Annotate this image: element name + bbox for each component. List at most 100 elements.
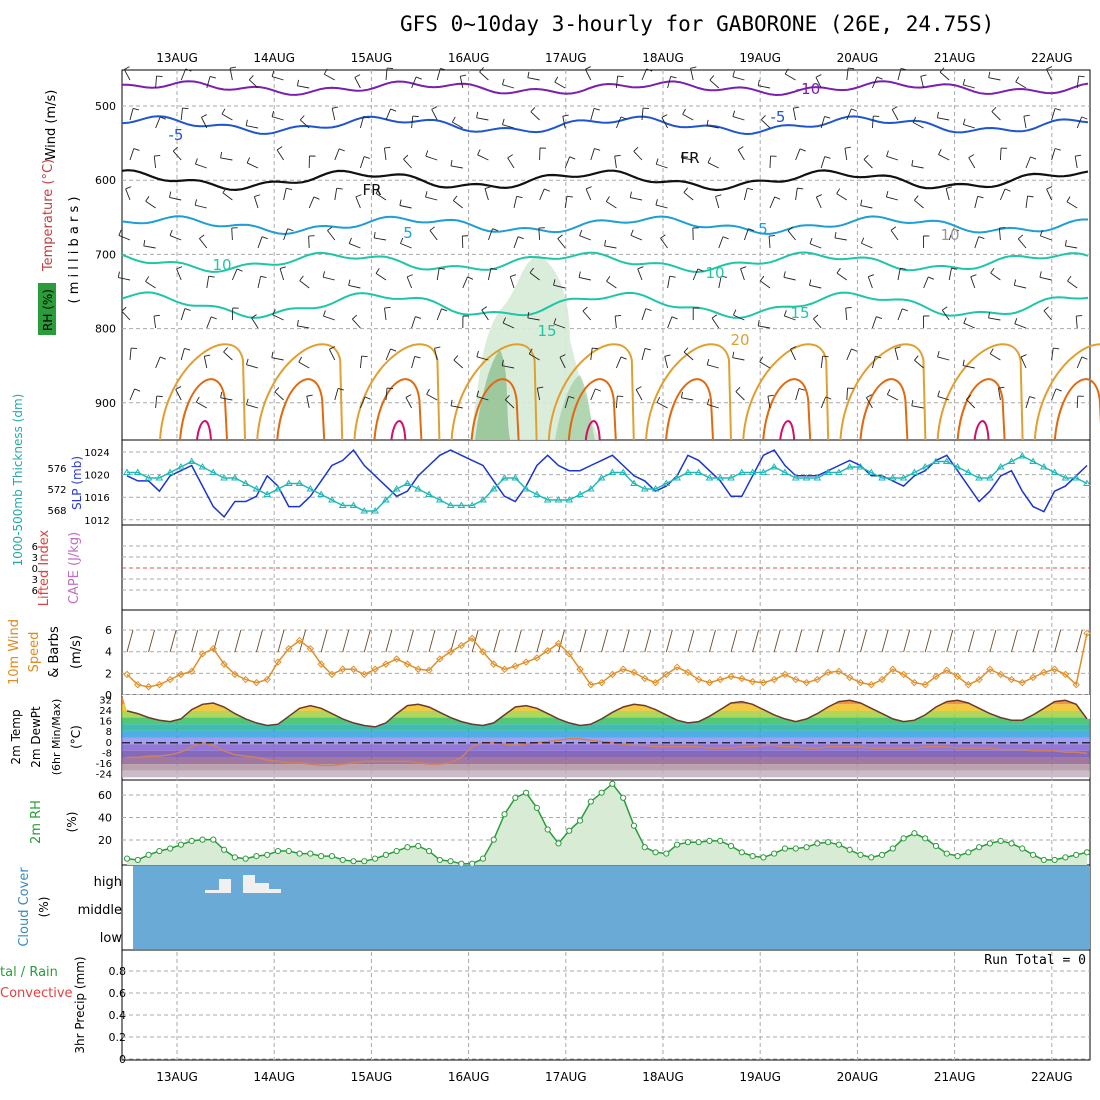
wind-barb xyxy=(590,108,595,121)
wind-barb xyxy=(615,356,622,369)
wind-barb xyxy=(989,353,1001,361)
thickness-line-point xyxy=(824,468,833,475)
wind-barb-flag xyxy=(476,390,480,397)
wind10-line-point xyxy=(727,672,735,681)
wind-barb-flag xyxy=(403,154,409,160)
wind-barb xyxy=(354,77,361,89)
wind-barb-flag xyxy=(336,187,343,190)
wind-barb xyxy=(784,73,796,81)
contour-5 xyxy=(121,215,1088,236)
wind10-barb xyxy=(989,629,997,653)
wind-barb xyxy=(502,365,515,369)
pressure-tick-label: 500 xyxy=(95,100,116,113)
contour-20 xyxy=(159,343,246,441)
wind-barb-flag xyxy=(697,268,704,272)
wind-barb-flag xyxy=(184,308,191,311)
thickness-line-point xyxy=(403,479,412,486)
wind-barb xyxy=(436,308,442,321)
temp-tick-label: -16 xyxy=(96,759,112,770)
wind10-line-point xyxy=(921,680,929,689)
wind-barb-flag xyxy=(860,237,865,244)
wind-barb xyxy=(155,396,158,409)
ylabel-precip-3: 3hr Precip (mm) xyxy=(73,956,87,1053)
wind10-line-point xyxy=(964,680,973,689)
wind-barb xyxy=(630,234,643,241)
wind-barb xyxy=(938,154,950,161)
thickness-line-point xyxy=(737,468,746,475)
thickness-line-point xyxy=(511,474,520,481)
thickness-line-point xyxy=(576,490,584,497)
thickness-line-point xyxy=(608,468,617,475)
wind-barb xyxy=(709,79,720,89)
wind-barb-flag xyxy=(387,67,394,70)
wind-barb-flag xyxy=(222,187,227,193)
rh2m-line-point xyxy=(361,858,368,865)
thickness-line-point xyxy=(673,474,681,481)
wind-barb xyxy=(359,396,366,409)
wind10-line-point xyxy=(166,675,174,684)
thickness-line-point xyxy=(155,474,164,481)
wind10-barb xyxy=(665,629,673,653)
wind-barb xyxy=(299,280,310,289)
wind10-line-point xyxy=(198,650,207,658)
wind-barb xyxy=(145,281,156,289)
wind-barb-flag xyxy=(271,110,275,117)
wind-barb-flag xyxy=(1054,108,1061,111)
rh2m-line-point xyxy=(997,837,1004,844)
wind-barb xyxy=(735,391,745,401)
wind10-line-point xyxy=(878,675,886,684)
wind-barb-flag xyxy=(453,195,458,201)
wind-barb xyxy=(431,109,438,121)
wind-barb xyxy=(769,155,771,169)
wind-barb xyxy=(1046,68,1053,81)
wind-tick-label: 6 xyxy=(105,624,112,637)
wind-barb-flag xyxy=(510,274,517,278)
thickness-line-point xyxy=(845,463,854,470)
thickness-line-point xyxy=(295,479,304,486)
rh2m-line-point xyxy=(825,839,832,846)
rh2m-line-point xyxy=(911,830,918,837)
wind-barb xyxy=(630,197,643,201)
wind-barb-flag xyxy=(261,236,268,240)
wind-barb xyxy=(553,284,566,289)
rh2m-line-point xyxy=(523,789,530,796)
thickness-line-point xyxy=(328,496,336,503)
wind10-barb xyxy=(644,629,652,653)
wind10-line-point xyxy=(306,644,315,653)
wind-barb-flag xyxy=(476,350,479,357)
wind-barb-flag xyxy=(578,271,581,278)
wind-barb-flag xyxy=(655,199,658,206)
rh2m-line-point xyxy=(382,851,389,858)
rh2m-line-point xyxy=(803,844,810,851)
wind-barb xyxy=(220,397,233,401)
wind-barb-flag xyxy=(323,68,328,75)
date-label-top: 15AUG xyxy=(351,51,393,65)
rh2m-line-point xyxy=(576,817,584,824)
wind-barb xyxy=(436,268,440,281)
wind-barb xyxy=(172,150,182,161)
rh-tick-label: 40 xyxy=(98,812,112,825)
wind-barb xyxy=(655,204,668,209)
wind-barb xyxy=(459,76,464,89)
wind-barb xyxy=(999,188,1006,201)
thickness-line-point xyxy=(414,485,423,492)
wind-barb-flag xyxy=(595,388,602,392)
wind-barb xyxy=(887,394,899,401)
thickness-line-point xyxy=(1050,468,1059,475)
wind-barb-flag xyxy=(527,71,530,78)
wind-barb xyxy=(937,356,950,361)
precip-panel: 0.80.60.40.20Run Total = 0 xyxy=(109,953,1090,1066)
wind-barb-flag xyxy=(1027,195,1034,198)
wind-barb-flag xyxy=(348,237,352,244)
thickness-line-point xyxy=(932,457,940,464)
thickness-tick-label: 572 xyxy=(47,485,66,496)
wind-barb-flag xyxy=(890,226,897,231)
wind10-line-point xyxy=(770,675,778,684)
wind-barb-flag xyxy=(568,396,575,399)
wind10-line-point xyxy=(457,641,466,650)
wind10-barb xyxy=(1032,629,1040,653)
wind10-line-point xyxy=(856,678,865,687)
wind-barb xyxy=(836,193,848,201)
wind-barb xyxy=(683,192,694,201)
wind-barb-flag xyxy=(439,267,446,270)
